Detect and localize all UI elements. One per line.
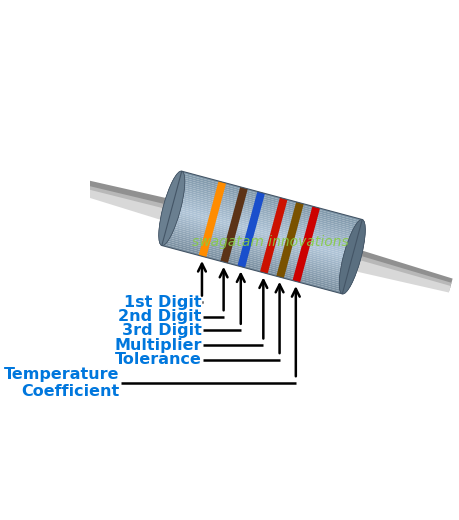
Polygon shape	[179, 178, 360, 229]
Ellipse shape	[159, 171, 185, 245]
Polygon shape	[170, 214, 351, 264]
Polygon shape	[178, 183, 359, 232]
Polygon shape	[292, 206, 320, 282]
Polygon shape	[260, 198, 287, 274]
Polygon shape	[175, 196, 356, 245]
Polygon shape	[163, 238, 344, 288]
Polygon shape	[171, 210, 352, 261]
Polygon shape	[169, 218, 350, 268]
Polygon shape	[174, 201, 354, 251]
Polygon shape	[176, 191, 357, 242]
Polygon shape	[172, 205, 353, 255]
Text: 3rd Digit: 3rd Digit	[122, 323, 202, 338]
Polygon shape	[71, 182, 173, 220]
Polygon shape	[181, 173, 362, 223]
Polygon shape	[172, 206, 353, 257]
Polygon shape	[164, 235, 345, 284]
Ellipse shape	[159, 171, 185, 245]
Polygon shape	[176, 190, 357, 240]
Polygon shape	[178, 184, 359, 235]
Polygon shape	[166, 229, 347, 279]
Polygon shape	[174, 197, 355, 248]
Polygon shape	[177, 188, 358, 238]
Polygon shape	[350, 248, 453, 288]
Text: 1st Digit: 1st Digit	[124, 295, 202, 309]
Polygon shape	[276, 202, 304, 278]
Polygon shape	[168, 219, 349, 270]
Text: swagatam innovations: swagatam innovations	[192, 236, 349, 250]
Polygon shape	[237, 191, 265, 268]
Polygon shape	[177, 186, 358, 236]
Polygon shape	[166, 227, 347, 277]
Polygon shape	[199, 181, 226, 257]
Text: Temperature
Coefficient: Temperature Coefficient	[4, 367, 119, 399]
Ellipse shape	[339, 219, 365, 294]
Polygon shape	[165, 231, 346, 281]
Polygon shape	[174, 199, 355, 249]
Polygon shape	[168, 222, 349, 271]
Polygon shape	[72, 177, 174, 217]
Polygon shape	[169, 216, 350, 266]
Text: 2nd Digit: 2nd Digit	[118, 309, 202, 324]
Polygon shape	[180, 177, 361, 227]
Polygon shape	[349, 254, 452, 291]
Text: Multiplier: Multiplier	[114, 337, 202, 353]
Polygon shape	[165, 232, 346, 283]
Polygon shape	[70, 185, 171, 222]
Polygon shape	[180, 175, 361, 225]
Polygon shape	[163, 240, 344, 290]
Polygon shape	[181, 171, 362, 222]
Polygon shape	[349, 258, 451, 293]
Text: Tolerance: Tolerance	[115, 352, 202, 367]
Polygon shape	[162, 244, 343, 294]
Ellipse shape	[339, 219, 365, 294]
Polygon shape	[220, 187, 248, 263]
Polygon shape	[164, 236, 345, 287]
Polygon shape	[179, 180, 360, 231]
Polygon shape	[170, 212, 351, 262]
Polygon shape	[167, 225, 348, 275]
Polygon shape	[171, 209, 352, 258]
Polygon shape	[167, 223, 348, 274]
Polygon shape	[175, 193, 356, 244]
Polygon shape	[162, 242, 343, 292]
Polygon shape	[173, 203, 354, 253]
